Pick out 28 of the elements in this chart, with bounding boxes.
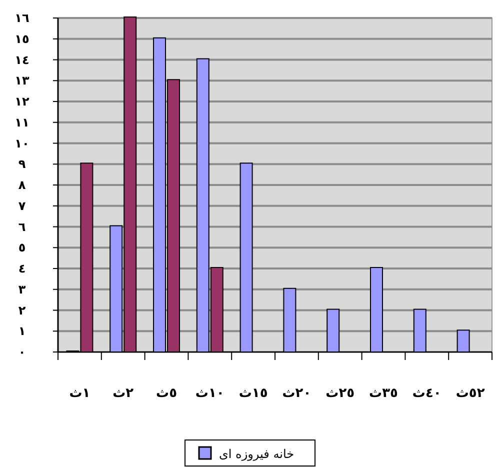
- y-tick-label: ١٥: [14, 32, 30, 46]
- y-tick-label: ١٦: [14, 11, 30, 25]
- y-tick-label: ١: [18, 324, 26, 338]
- x-tick-label: ٢٠ث: [282, 386, 312, 401]
- x-tick-label: ٢ث: [112, 386, 134, 401]
- y-tick-label: ٢: [18, 303, 26, 318]
- y-tick-label: ١٠: [14, 136, 30, 150]
- y-tick-label: ٧: [18, 198, 26, 213]
- x-tick-label: ١٥ث: [238, 386, 268, 401]
- x-tick-label: ٥ث: [156, 386, 178, 401]
- x-tick-label: ١ث: [69, 386, 90, 401]
- y-tick-label: ٤: [18, 262, 26, 276]
- y-tick-label: ٥: [18, 240, 26, 255]
- y-tick-label: ١٤: [14, 52, 30, 67]
- x-tick-label: ٣٥ث: [369, 386, 398, 401]
- x-tick-label: ٥٢ث: [456, 386, 485, 401]
- x-tick-label: ١٠ث: [195, 386, 224, 401]
- y-tick-label: ١٣: [14, 74, 30, 88]
- y-tick-label: ١١: [14, 115, 30, 130]
- y-tick-label: ٠: [18, 345, 26, 359]
- x-tick-label: ٤٠ث: [412, 386, 442, 401]
- y-tick-label: ١٢: [14, 94, 30, 108]
- y-tick-label: ٦: [18, 220, 26, 234]
- legend-label: خانه فیروزه ای: [219, 447, 294, 461]
- y-tick-label: ٩: [18, 157, 26, 172]
- x-tick-label: ٢٥ث: [326, 386, 355, 401]
- y-tick-label: ٣: [18, 282, 26, 296]
- y-tick-label: ٨: [18, 178, 26, 192]
